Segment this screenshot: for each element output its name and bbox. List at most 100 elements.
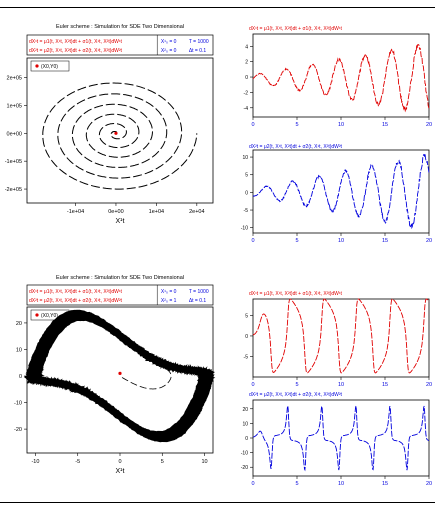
series-title: dX¹t = μ1(t, X¹t, X²t)dt + σ1(t, X¹t, X²… (249, 26, 343, 32)
spiral-trajectory (42, 82, 198, 190)
series-line (252, 153, 430, 230)
x-axis-label: X¹t (116, 218, 125, 225)
x-tick-label: 20 (426, 238, 432, 244)
y-tick-label: 5 (245, 173, 248, 179)
legend-marker (35, 313, 39, 317)
limit-cycle-band (23, 309, 216, 443)
param-horizon: T = 1000 (189, 39, 209, 45)
y-tick-label: 20 (16, 321, 22, 327)
y-tick-label: 4 (245, 44, 248, 50)
x-tick-label: 0e+00 (108, 209, 123, 215)
time-series-panel-x2: dX²t = μ2(t, X¹t, X²t)dt + σ2(t, X¹t, X²… (241, 144, 432, 244)
y-tick-label: -1e+05 (5, 159, 22, 165)
param-horizon: T = 1000 (189, 289, 209, 295)
series-line (252, 298, 430, 374)
x-tick-label: 5 (295, 382, 298, 388)
x-tick-label: 10 (201, 459, 207, 465)
x-axis-label: X¹t (116, 468, 125, 475)
equation-box (26, 284, 214, 306)
x-tick-label: 5 (295, 122, 298, 128)
param-x2-initial: X²₀ = 1 (161, 298, 177, 304)
equation-2: dX²t = μ2(t, X¹t, X²t)dt + σ2(t, X¹t, X²… (29, 298, 123, 304)
x-tick-label: 0 (251, 238, 254, 244)
y-tick-label: 10 (16, 347, 22, 353)
x-tick-label: -5 (75, 459, 80, 465)
equation-2: dX²t = μ2(t, X¹t, X²t)dt + σ2(t, X¹t, X²… (29, 48, 123, 54)
y-tick-label: -2e+05 (5, 187, 22, 193)
y-tick-label: 0 (19, 374, 22, 380)
series-line (252, 44, 430, 113)
phase-plot-frame (26, 57, 214, 204)
legend-label: (X0,Y0) (41, 64, 58, 70)
x-tick-label: 5 (295, 238, 298, 244)
y-tick-label: 0 (245, 190, 248, 196)
y-tick-label: 0 (245, 334, 248, 340)
x-tick-label: 10 (338, 238, 344, 244)
phase-panel-4: Euler scheme : Simulation for SDE Two Di… (0, 275, 216, 475)
series-line (252, 404, 430, 472)
x-tick-label: 10 (338, 122, 344, 128)
y-tick-label: 0 (245, 436, 248, 442)
x-tick-label: 15 (382, 382, 388, 388)
legend-box (30, 60, 70, 72)
phase-title: Euler scheme : Simulation for SDE Two Di… (56, 24, 184, 30)
x-tick-label: 15 (382, 238, 388, 244)
y-axis-label: X²t (0, 375, 2, 384)
y-tick-label: 0 (245, 75, 248, 81)
x-tick-label: 2e+04 (189, 209, 204, 215)
x-tick-label: 5 (161, 459, 164, 465)
y-tick-label: 2 (245, 60, 248, 66)
series-title: dX¹t = μ1(t, X¹t, X²t)dt + σ1(t, X¹t, X²… (249, 291, 343, 297)
y-tick-label: 2e+05 (7, 76, 22, 82)
legend-label: (X0,Y0) (41, 313, 58, 319)
phase-panel-1: Euler scheme : Simulation for SDE Two Di… (0, 24, 214, 225)
time-series-panel-x2-b: dX²t = μ2(t, X¹t, X²t)dt + σ2(t, X¹t, X²… (241, 392, 432, 487)
y-tick-label: -2 (244, 90, 249, 96)
y-axis-label: X²t (0, 126, 2, 135)
y-tick-label: -4 (244, 106, 249, 112)
x-tick-label: 15 (382, 122, 388, 128)
x-tick-label: 10 (338, 382, 344, 388)
y-tick-label: -5 (244, 208, 249, 214)
initial-point (118, 371, 122, 375)
param-x1-initial: X¹₀ = 0 (161, 39, 177, 45)
y-tick-label: 10 (242, 421, 248, 427)
x-tick-label: 5 (295, 481, 298, 487)
x-tick-label: 0 (118, 459, 121, 465)
x-tick-label: -10 (31, 459, 39, 465)
y-tick-label: -20 (14, 427, 22, 433)
y-tick-label: 5 (245, 313, 248, 319)
time-series-panel-x1-b: dX¹t = μ1(t, X¹t, X²t)dt + σ1(t, X¹t, X²… (244, 291, 433, 388)
param-x1-initial: X¹₀ = 0 (161, 289, 177, 295)
y-tick-label: -10 (14, 401, 22, 407)
x-tick-label: 20 (426, 122, 432, 128)
y-tick-label: 10 (242, 155, 248, 161)
bottom-rule (0, 502, 435, 503)
initial-point (114, 131, 118, 135)
param-step: Δt = 0.1 (189, 48, 207, 54)
x-tick-label: 20 (426, 382, 432, 388)
x-tick-label: 15 (382, 481, 388, 487)
param-x2-initial: X²₀ = 0 (161, 48, 177, 54)
series-title: dX²t = μ2(t, X¹t, X²t)dt + σ2(t, X¹t, X²… (249, 392, 343, 398)
y-tick-label: -10 (241, 451, 248, 457)
x-tick-label: 10 (338, 481, 344, 487)
y-tick-label: 20 (242, 407, 248, 413)
y-tick-label: 1e+05 (7, 103, 22, 109)
equation-1: dX¹t = μ1(t, X¹t, X²t)dt + σ1(t, X¹t, X²… (29, 289, 123, 295)
x-tick-label: 20 (426, 481, 432, 487)
x-tick-label: -1e+04 (67, 209, 84, 215)
ts-plot-frame (252, 149, 430, 234)
x-tick-label: 0 (251, 382, 254, 388)
equation-box (26, 34, 214, 56)
legend-marker (35, 64, 39, 68)
param-step: Δt = 0.1 (189, 298, 207, 304)
y-tick-label: 0e+00 (7, 131, 22, 137)
y-tick-label: -20 (241, 465, 248, 471)
y-tick-label: -10 (241, 226, 248, 232)
y-tick-label: -5 (244, 354, 249, 360)
x-tick-label: 1e+04 (149, 209, 164, 215)
x-tick-label: 0 (251, 122, 254, 128)
x-tick-label: 0 (251, 481, 254, 487)
